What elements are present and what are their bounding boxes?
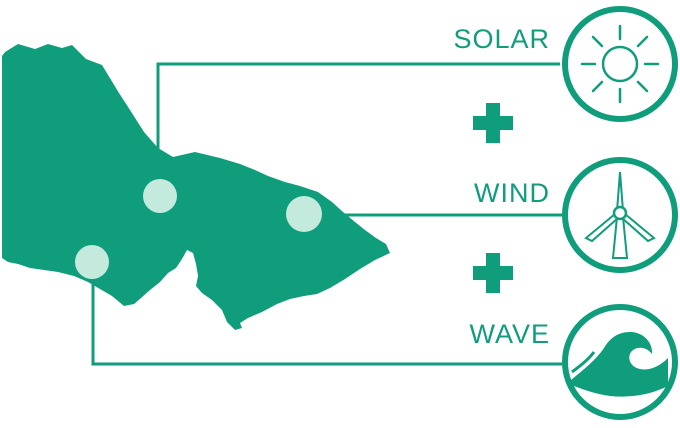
location-dots	[75, 179, 322, 279]
plus-icons	[473, 103, 513, 293]
sun-icon	[562, 6, 678, 122]
map-shape	[2, 44, 390, 330]
location-dot	[286, 196, 322, 232]
plus-icon	[473, 253, 513, 293]
solar-label: SOLAR	[453, 24, 550, 54]
wave-connector-line	[91, 262, 562, 366]
wave-icon	[562, 304, 678, 420]
plus-icon	[473, 103, 513, 143]
wind-label: WIND	[474, 178, 550, 208]
wave-label: WAVE	[469, 319, 550, 349]
wind-turbine-icon	[562, 157, 678, 273]
location-dot	[75, 245, 109, 279]
location-dot	[143, 179, 177, 213]
